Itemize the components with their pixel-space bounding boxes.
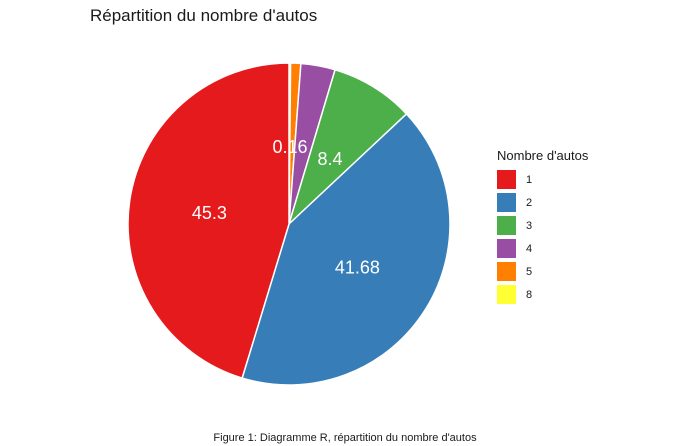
legend-swatch <box>497 285 516 304</box>
pie-chart: 45.3 41.68 8.4 0.16 <box>127 62 451 386</box>
legend-title: Nombre d'autos <box>497 148 589 163</box>
legend-item-2: 2 <box>497 191 588 214</box>
data-label-3: 8.4 <box>317 149 342 169</box>
pie-slice-3 <box>287 68 408 227</box>
legend-item-1: 1 <box>497 168 588 191</box>
pie-slice-1 <box>127 62 290 379</box>
legend-label: 8 <box>526 288 533 301</box>
data-label-1: 45.3 <box>192 203 227 223</box>
legend-swatch <box>497 193 516 212</box>
legend-swatch <box>497 170 516 189</box>
legend-items: 1 2 3 4 5 8 <box>497 168 588 306</box>
legend-label: 1 <box>526 173 533 186</box>
data-label-2: 41.68 <box>335 258 380 278</box>
legend-item-5: 5 <box>497 260 588 283</box>
pie-slice-2 <box>241 112 451 386</box>
legend-label: 5 <box>526 265 533 278</box>
legend-label: 2 <box>526 196 533 209</box>
legend-item-8: 8 <box>497 283 588 306</box>
chart-title: Répartition du nombre d'autos <box>90 6 318 25</box>
legend-swatch <box>497 239 516 258</box>
figure-caption: Figure 1: Diagramme R, répartition du no… <box>213 432 477 444</box>
legend-label: 3 <box>526 219 533 232</box>
legend-swatch <box>497 262 516 281</box>
legend-item-3: 3 <box>497 214 588 237</box>
legend-item-4: 4 <box>497 237 588 260</box>
data-label-8: 0.16 <box>272 137 307 157</box>
legend-label: 4 <box>526 242 533 255</box>
legend: Nombre d'autos 1 2 3 4 5 8 <box>497 148 588 306</box>
legend-swatch <box>497 216 516 235</box>
